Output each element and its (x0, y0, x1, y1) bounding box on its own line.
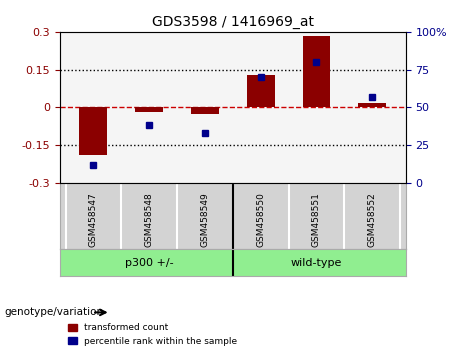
Bar (247, 75, 275, 107)
Text: GSM458552: GSM458552 (368, 193, 377, 247)
Text: wild-type: wild-type (291, 258, 342, 268)
Bar (79, 107, 107, 155)
Bar (135, 107, 163, 112)
Text: GSM458550: GSM458550 (256, 193, 265, 247)
Text: genotype/variation: genotype/variation (5, 307, 104, 316)
Text: GSM458551: GSM458551 (312, 193, 321, 247)
Bar (358, 103, 386, 107)
Text: p300 +/-: p300 +/- (125, 258, 173, 268)
Bar (191, 107, 219, 114)
Text: GSM458547: GSM458547 (89, 193, 98, 247)
Text: GSM458548: GSM458548 (145, 193, 154, 247)
Title: GDS3598 / 1416969_at: GDS3598 / 1416969_at (152, 16, 314, 29)
Bar (302, 36, 331, 107)
Text: GSM458549: GSM458549 (201, 193, 209, 247)
Legend: transformed count, percentile rank within the sample: transformed count, percentile rank withi… (65, 320, 241, 349)
